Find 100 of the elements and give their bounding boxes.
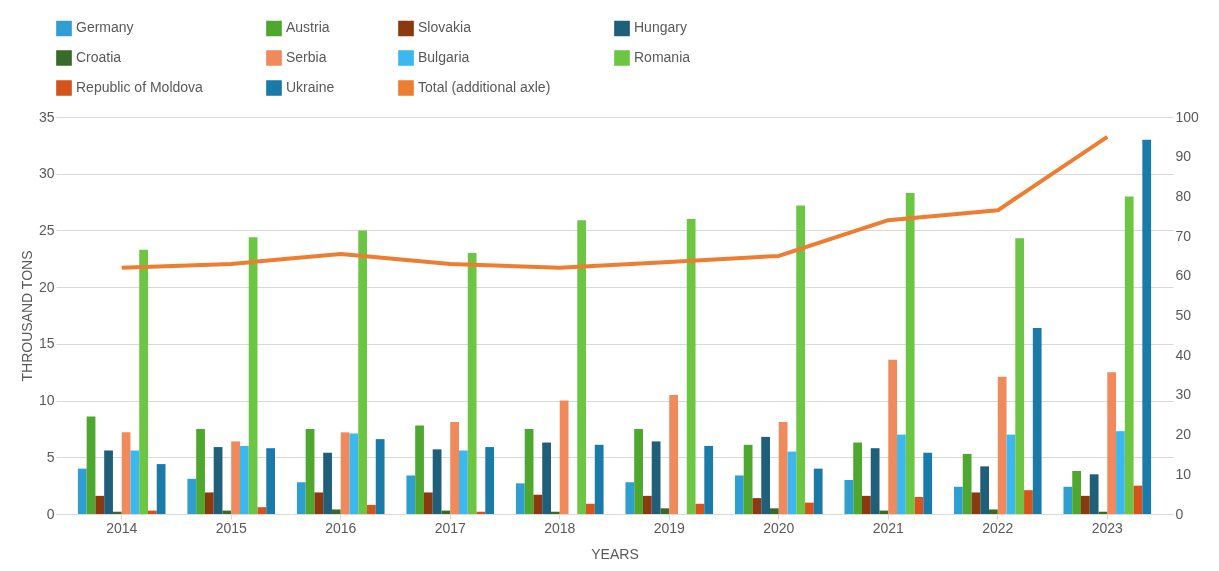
y-tick-label: 20 [38, 278, 55, 295]
x-tick-label: 2020 [763, 519, 795, 536]
bar [905, 193, 915, 514]
bar [459, 450, 468, 514]
bar [586, 503, 595, 514]
bar [533, 494, 543, 514]
bar [853, 442, 862, 514]
bar [450, 422, 459, 514]
bar [787, 451, 797, 514]
bar [660, 508, 670, 514]
line-series [119, 134, 1110, 270]
bar [266, 448, 276, 514]
y-tick-label: 0 [46, 505, 55, 522]
x-tick-label: 2015 [215, 519, 247, 536]
legend-label: Austria [286, 19, 330, 36]
y-tick-label: 15 [38, 335, 55, 352]
legend-label: Republic of Moldova [76, 79, 204, 95]
bar [971, 492, 981, 514]
bar [805, 502, 814, 514]
bar [642, 495, 652, 514]
y-tick-label: 30 [38, 165, 55, 182]
legend-label: Serbia [286, 49, 327, 65]
bar [1142, 139, 1152, 514]
bar [914, 496, 924, 514]
bar [989, 509, 998, 514]
bar [121, 432, 131, 514]
bar [813, 468, 823, 514]
bar [1006, 434, 1016, 514]
y2-tick-label: 30 [1175, 386, 1192, 403]
bar [139, 249, 148, 514]
bar [77, 468, 87, 514]
bar [1116, 431, 1125, 514]
bar [1124, 196, 1134, 514]
bar [1081, 495, 1090, 514]
bar [367, 504, 376, 514]
bar [296, 482, 306, 514]
bar [515, 483, 525, 514]
bar [1063, 486, 1073, 514]
bar [870, 448, 880, 514]
bar [432, 449, 442, 514]
bar [761, 436, 770, 514]
y2-tick-label: 90 [1175, 148, 1192, 165]
bar [1107, 372, 1117, 514]
bar [112, 511, 122, 514]
y2-tick-label: 60 [1175, 267, 1192, 284]
bar [147, 510, 157, 514]
y2-tick-label: 100 [1175, 108, 1200, 125]
y-tick-label: 25 [38, 221, 55, 238]
bar [415, 425, 424, 514]
bar [888, 359, 898, 514]
bar [406, 475, 416, 514]
bar [239, 445, 249, 514]
x-tick-label: 2014 [106, 519, 138, 536]
bar [156, 464, 166, 514]
bar [349, 433, 359, 514]
x-tick-label: 2017 [434, 519, 467, 536]
bar [559, 400, 569, 514]
bar [524, 428, 534, 514]
legend-label: Croatia [76, 49, 122, 65]
bar [375, 439, 385, 514]
y2-tick-label: 0 [1175, 505, 1184, 522]
bar [669, 394, 679, 514]
legend-label: Germany [76, 19, 134, 36]
bar [962, 453, 972, 514]
bar [441, 510, 451, 514]
bar [485, 447, 495, 514]
bar [1024, 490, 1033, 514]
y-tick-label: 10 [38, 392, 55, 409]
bar [770, 508, 779, 514]
bar [257, 507, 267, 514]
bar [997, 376, 1007, 514]
y2-tick-label: 80 [1175, 187, 1192, 204]
bar [861, 495, 871, 514]
bar [323, 452, 332, 514]
bar [340, 432, 350, 514]
x-tick-label: 2019 [653, 519, 686, 536]
bar [550, 511, 560, 514]
bar [844, 479, 854, 514]
bar [213, 447, 223, 514]
y2-tick-label: 50 [1175, 307, 1192, 323]
y2-tick-label: 20 [1175, 426, 1192, 443]
x-tick-label: 2018 [544, 519, 576, 536]
bar [130, 450, 140, 514]
bar [734, 475, 744, 514]
bar [196, 428, 205, 514]
bar [305, 428, 315, 514]
bar [248, 237, 258, 514]
bar [1015, 238, 1025, 514]
bar [204, 492, 214, 514]
bar [467, 253, 477, 514]
legend-label: Ukraine [286, 79, 335, 95]
y-tick-label: 35 [38, 108, 55, 125]
bar [634, 428, 643, 514]
bar [95, 495, 105, 514]
bar [423, 492, 433, 514]
bar [651, 441, 661, 514]
bar [1089, 474, 1099, 514]
y2-tick-label: 40 [1175, 346, 1192, 363]
bar [86, 416, 96, 514]
bar [625, 482, 635, 514]
